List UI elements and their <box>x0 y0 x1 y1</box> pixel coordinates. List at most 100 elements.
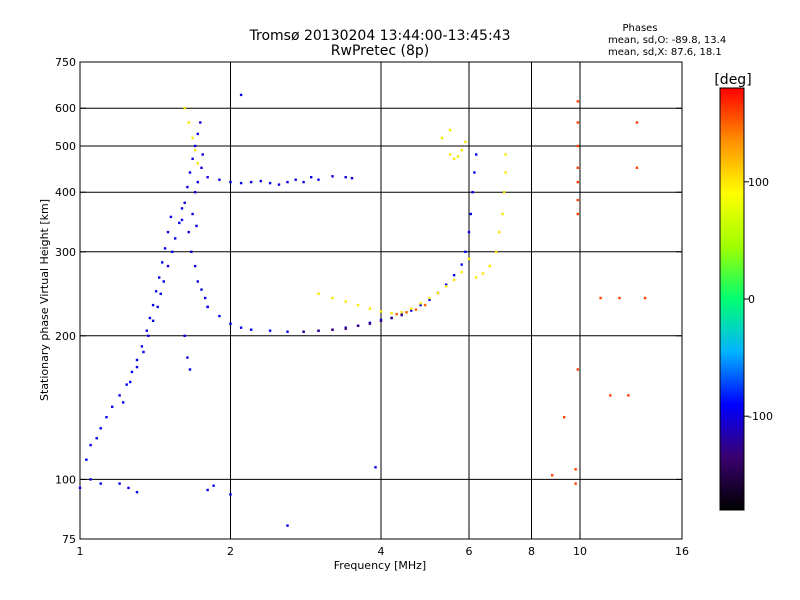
echo-point <box>218 178 221 181</box>
echo-point <box>356 303 360 307</box>
echo-point <box>250 328 253 331</box>
echo-point <box>498 230 501 234</box>
echo-point <box>229 322 232 325</box>
echo-point <box>135 491 139 494</box>
echo-point <box>239 93 243 97</box>
echo-point <box>452 157 456 160</box>
echo-point <box>464 140 467 144</box>
echo-point <box>310 176 313 179</box>
echo-point <box>460 263 463 266</box>
echo-point <box>229 493 232 496</box>
echo-point <box>89 478 92 481</box>
echo-point <box>195 224 198 228</box>
echo-point <box>239 181 243 185</box>
echo-point <box>145 329 148 332</box>
echo-point <box>488 264 491 268</box>
echo-point <box>194 144 197 148</box>
echo-point <box>302 180 305 184</box>
echo-point <box>85 458 88 461</box>
echo-point <box>448 153 452 156</box>
echo-point <box>436 291 440 295</box>
x-tick-label: 8 <box>528 545 535 558</box>
echo-point <box>460 149 463 152</box>
echo-point <box>135 358 139 362</box>
echo-point <box>344 176 347 179</box>
echo-point <box>158 276 161 279</box>
echo-point <box>331 328 334 331</box>
echo-point <box>135 365 139 369</box>
echo-point <box>379 310 383 313</box>
echo-point <box>390 312 393 315</box>
echo-point <box>356 324 360 327</box>
echo-point <box>379 319 383 322</box>
echo-point <box>460 270 463 274</box>
echo-point <box>130 370 134 374</box>
echo-point <box>159 292 162 295</box>
echo-point <box>180 218 184 222</box>
echo-point <box>239 326 243 329</box>
echo-point <box>268 181 272 185</box>
echo-point <box>191 157 194 160</box>
stats-header: Phases <box>622 23 657 34</box>
echo-point <box>268 329 272 332</box>
echo-point <box>151 319 155 322</box>
echo-point <box>576 180 579 184</box>
echo-point <box>212 484 215 487</box>
y-tick-label: 600 <box>55 102 76 115</box>
echo-point <box>368 307 372 310</box>
echo-point <box>302 330 305 333</box>
echo-point <box>504 153 507 156</box>
echo-point <box>423 303 427 307</box>
echo-point <box>127 486 130 490</box>
y-tick-label: 200 <box>55 330 76 343</box>
echo-point <box>190 250 193 253</box>
echo-point <box>599 296 602 300</box>
echo-point <box>410 309 413 312</box>
echo-point <box>277 183 281 186</box>
y-axis-label: Stationary phase Virtual Height [km] <box>38 199 51 401</box>
y-tick-label: 500 <box>55 140 76 153</box>
colorbar-ticks: -100 0 100 <box>744 176 773 423</box>
x-tick-label: 16 <box>675 545 689 558</box>
echo-point <box>191 136 194 140</box>
echo-point <box>218 314 221 318</box>
echo-point <box>471 191 474 194</box>
echo-point <box>576 368 579 371</box>
chart-subtitle: RwPretec (8p) <box>331 43 429 59</box>
echo-point <box>156 305 159 309</box>
echo-points <box>78 93 647 527</box>
echo-point <box>331 296 334 300</box>
echo-point <box>618 296 621 300</box>
echo-point <box>481 272 485 275</box>
echo-point <box>475 153 478 156</box>
echo-point <box>440 136 444 140</box>
echo-point <box>180 207 184 210</box>
echo-point <box>414 308 418 311</box>
echo-point <box>161 261 164 264</box>
echo-point <box>452 278 456 282</box>
echo-point <box>576 121 579 124</box>
echo-point <box>286 180 289 184</box>
echo-point <box>229 180 232 184</box>
echo-point <box>344 327 347 330</box>
echo-point <box>199 121 202 124</box>
echo-point <box>169 215 173 219</box>
echo-point <box>502 191 506 194</box>
echo-point <box>259 179 262 183</box>
x-tick-label: 1 <box>77 545 84 558</box>
echo-point <box>635 121 639 124</box>
echo-point <box>576 144 579 148</box>
echo-point <box>574 468 577 471</box>
echo-point <box>286 330 289 333</box>
echo-point <box>125 383 128 386</box>
echo-point <box>576 212 579 216</box>
echo-point <box>95 437 98 440</box>
echo-point <box>194 149 197 152</box>
y-tick-label: 400 <box>55 186 76 199</box>
y-tick-label: 100 <box>55 473 76 486</box>
echo-point <box>419 303 422 307</box>
echo-point <box>456 155 460 158</box>
echo-point <box>294 178 297 181</box>
x-tick-label: 10 <box>573 545 587 558</box>
echo-point <box>374 466 377 469</box>
